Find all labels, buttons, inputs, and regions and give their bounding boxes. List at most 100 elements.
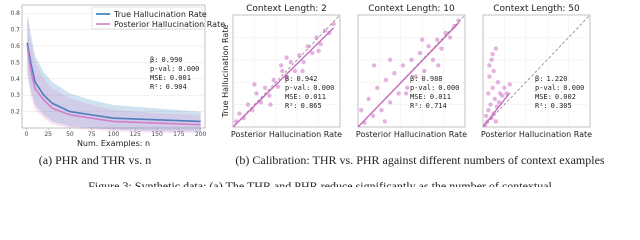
point bbox=[383, 77, 389, 83]
point bbox=[495, 80, 501, 85]
stat-value: 0.011 bbox=[430, 93, 451, 101]
stat-label: p-val: bbox=[150, 65, 175, 73]
point bbox=[493, 119, 499, 124]
point bbox=[439, 46, 444, 51]
y-axis-label: True Hallucination Rate bbox=[221, 25, 230, 119]
stat-value: 0.001 bbox=[170, 74, 191, 82]
stat: β: 0.942 bbox=[285, 75, 318, 83]
point bbox=[314, 35, 319, 40]
x-axis-label: Num. Examples: n bbox=[77, 139, 150, 148]
stat-value: 0.000 bbox=[313, 84, 334, 92]
point bbox=[487, 63, 492, 68]
point bbox=[443, 30, 448, 36]
point bbox=[413, 74, 418, 79]
stat: β: 1.220 bbox=[535, 75, 568, 83]
stat-value: 0.002 bbox=[555, 93, 576, 101]
stat-label: β: bbox=[410, 75, 418, 83]
point bbox=[502, 85, 507, 91]
point bbox=[434, 37, 440, 42]
point bbox=[500, 93, 505, 98]
x-axis-label: Posterior Hallucination Rate bbox=[356, 130, 467, 139]
point bbox=[284, 55, 289, 60]
stat-value: 0.000 bbox=[178, 65, 199, 73]
point bbox=[245, 102, 251, 107]
y-tick-label: 0.5 bbox=[10, 59, 20, 66]
point bbox=[490, 85, 495, 91]
stat: MSE: 0.001 bbox=[150, 74, 191, 82]
stat-label: MSE: bbox=[410, 93, 427, 101]
legend bbox=[91, 6, 203, 30]
x-tick-label: 75 bbox=[88, 131, 96, 138]
stat-label: R²: bbox=[535, 102, 548, 110]
point bbox=[387, 57, 393, 62]
point bbox=[275, 84, 281, 89]
stat: MSE: 0.011 bbox=[285, 93, 326, 101]
point bbox=[375, 85, 380, 91]
point bbox=[392, 71, 397, 76]
stat: MSE: 0.002 bbox=[535, 93, 576, 101]
point bbox=[280, 68, 285, 74]
stat: R²: 0.305 bbox=[535, 102, 572, 110]
fit-line bbox=[232, 27, 335, 128]
stat-value: 0.714 bbox=[426, 102, 447, 110]
stat-label: R²: bbox=[410, 102, 423, 110]
point bbox=[288, 59, 293, 65]
y-tick-label: 0.3 bbox=[10, 92, 20, 99]
stat-label: MSE: bbox=[150, 74, 167, 82]
figure-caption: Figure 3: Synthetic data: (a) The THR an… bbox=[88, 179, 552, 187]
stat: p-val: 0.000 bbox=[410, 84, 459, 92]
point bbox=[400, 63, 406, 68]
identity-line bbox=[482, 14, 591, 128]
stat-value: 0.000 bbox=[438, 84, 459, 92]
panel-title: Context Length: 50 bbox=[493, 4, 580, 14]
fit-line bbox=[357, 22, 460, 128]
stat-value: 0.904 bbox=[166, 83, 187, 91]
point bbox=[268, 102, 273, 107]
line bbox=[26, 45, 201, 126]
stat-label: β: bbox=[150, 56, 158, 64]
point bbox=[422, 68, 427, 74]
figure: (a) PHR and THR vs. n (b) Calibration: T… bbox=[10, 4, 604, 187]
fit-line bbox=[482, 92, 511, 128]
stat: p-val: 0.000 bbox=[285, 84, 334, 92]
point bbox=[309, 50, 315, 56]
point bbox=[292, 68, 298, 74]
point bbox=[297, 53, 302, 58]
y-tick-label: 0.4 bbox=[10, 76, 20, 83]
point bbox=[409, 57, 414, 62]
panel-title: Context Length: 10 bbox=[368, 4, 455, 14]
x-tick-label: 150 bbox=[151, 131, 163, 138]
x-axis-label: Posterior Hallucination Rate bbox=[481, 130, 592, 139]
legend-label: True Hallucination Rate bbox=[113, 10, 207, 19]
stat-label: β: bbox=[535, 75, 543, 83]
point bbox=[491, 68, 496, 74]
stat: R²: 0.865 bbox=[285, 102, 322, 110]
point bbox=[405, 85, 410, 91]
point bbox=[487, 74, 492, 79]
x-tick-label: 200 bbox=[195, 131, 207, 138]
stat-value: 0.942 bbox=[296, 75, 317, 83]
stat-value: 0.990 bbox=[161, 56, 182, 64]
panel-title: Context Length: 2 bbox=[246, 4, 327, 14]
stat-value: 0.865 bbox=[301, 102, 322, 110]
point bbox=[436, 63, 441, 68]
y-tick-label: 0.2 bbox=[10, 109, 20, 116]
x-tick-label: 125 bbox=[130, 131, 142, 138]
stat: MSE: 0.011 bbox=[410, 93, 451, 101]
point bbox=[507, 82, 512, 87]
stat-value: 0.305 bbox=[551, 102, 572, 110]
point bbox=[301, 59, 306, 65]
y-tick-label: 0.8 bbox=[10, 10, 20, 17]
point bbox=[417, 50, 423, 56]
point bbox=[426, 44, 431, 49]
stat-label: MSE: bbox=[535, 93, 552, 101]
point bbox=[366, 96, 371, 102]
point bbox=[252, 82, 257, 87]
point bbox=[493, 46, 499, 51]
point bbox=[456, 18, 461, 23]
point bbox=[370, 113, 376, 119]
point bbox=[486, 108, 491, 113]
point bbox=[316, 48, 321, 54]
point bbox=[262, 85, 268, 91]
stat-value: 0.000 bbox=[563, 84, 584, 92]
